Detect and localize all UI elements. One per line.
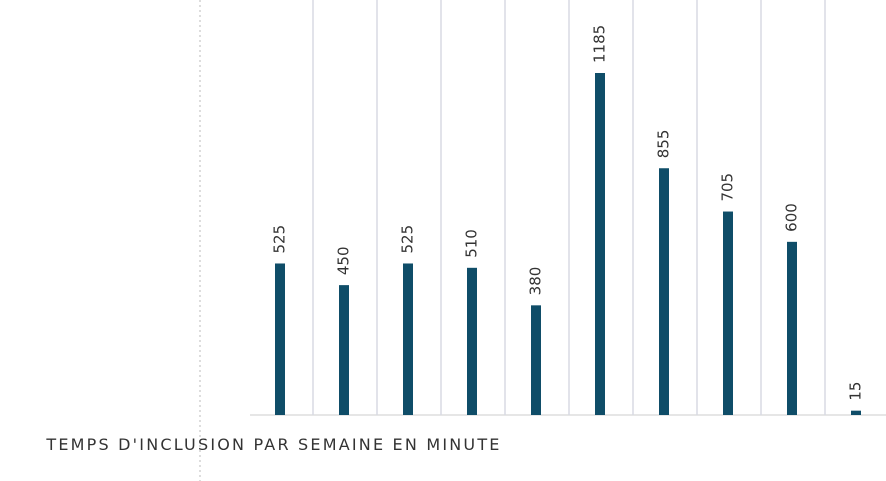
data-label: 1185 (591, 25, 609, 63)
bar (275, 263, 285, 415)
bar (787, 241, 797, 415)
data-label: 855 (655, 130, 673, 159)
bar (723, 211, 733, 415)
chart-title: TEMPS D'INCLUSION PAR SEMAINE EN MINUTE (46, 435, 502, 454)
data-label: 600 (783, 203, 801, 232)
bar (851, 410, 861, 415)
data-label: 450 (335, 246, 353, 275)
data-label: 525 (399, 225, 417, 254)
bar (467, 267, 477, 415)
bar (595, 73, 605, 415)
data-label: 705 (719, 173, 737, 202)
bar (659, 168, 669, 415)
data-label: 510 (463, 229, 481, 258)
data-label: 380 (527, 267, 545, 296)
bar (339, 285, 349, 415)
data-label: 525 (271, 225, 289, 254)
data-label: 15 (847, 382, 865, 401)
bar (531, 305, 541, 415)
bar (403, 263, 413, 415)
